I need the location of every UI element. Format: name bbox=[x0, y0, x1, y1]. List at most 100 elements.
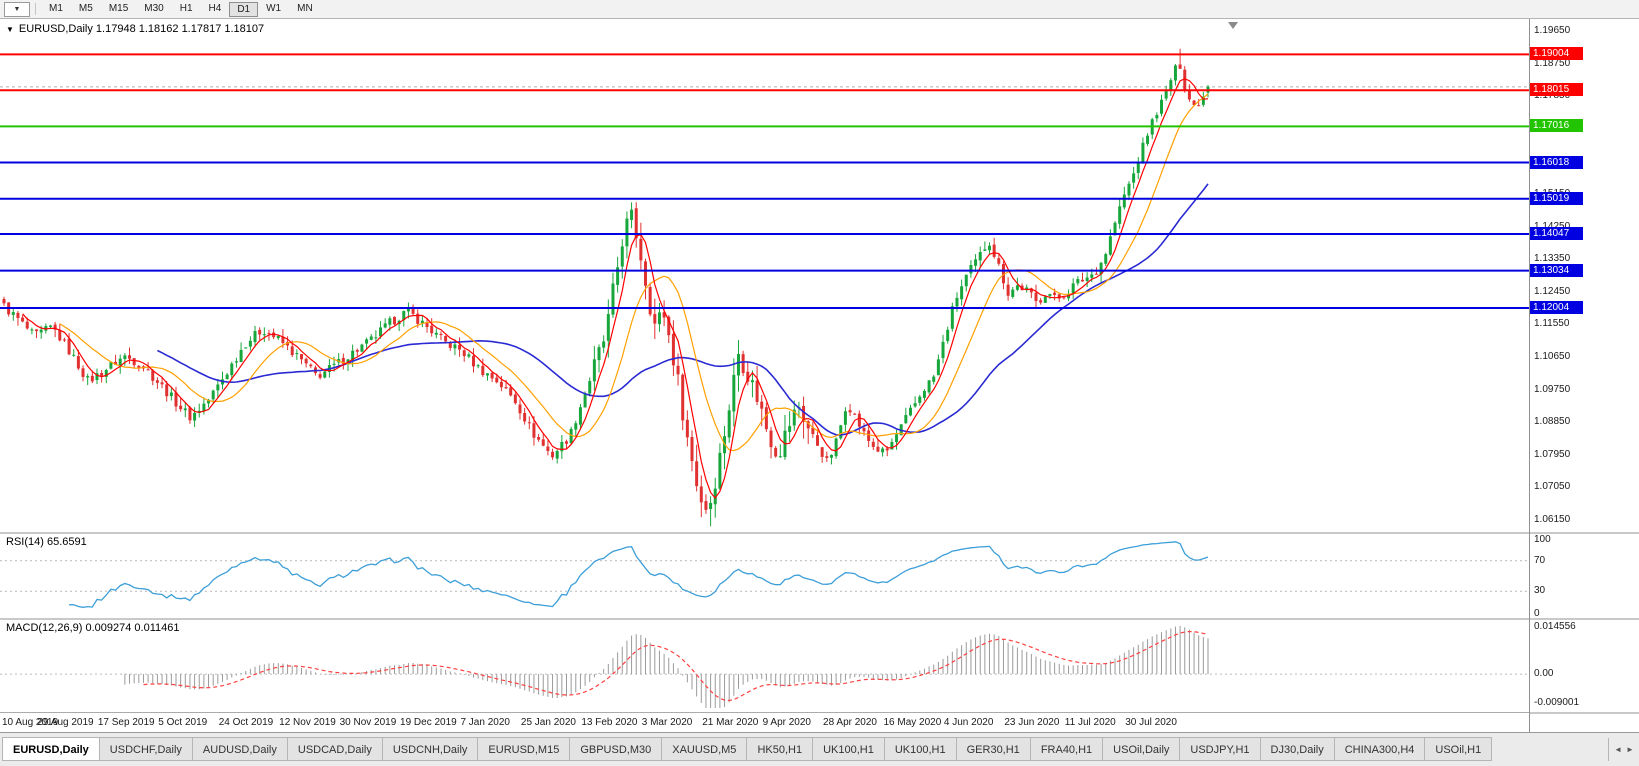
chart-tab-USDCNH-Daily[interactable]: USDCNH,Daily bbox=[382, 737, 479, 761]
rsi-panel[interactable]: RSI(14) 65.6591 bbox=[0, 534, 1529, 618]
price-level-tag: 1.15019 bbox=[1530, 191, 1583, 205]
date-label: 30 Nov 2019 bbox=[339, 717, 397, 728]
date-label: 29 Aug 2019 bbox=[37, 717, 94, 728]
toolbar-separator bbox=[35, 3, 36, 15]
date-label: 28 Apr 2020 bbox=[823, 717, 877, 728]
chart-tab-GER30-H1[interactable]: GER30,H1 bbox=[956, 737, 1031, 761]
price-level-tag: 1.18015 bbox=[1530, 83, 1583, 97]
chart-list-dropdown[interactable]: ▼ bbox=[4, 1, 30, 17]
timeframe-toolbar: ▼ M1 M5 M15 M30 H1 H4 D1 W1 MN bbox=[0, 0, 1639, 19]
axis-separator bbox=[1530, 532, 1639, 534]
axis-label: 0 bbox=[1534, 608, 1540, 619]
axis-label: 1.19650 bbox=[1534, 24, 1571, 36]
date-label: 11 Jul 2020 bbox=[1064, 717, 1116, 728]
date-label: 7 Jan 2020 bbox=[460, 717, 510, 728]
axis-separator bbox=[1530, 618, 1639, 620]
macd-panel[interactable]: MACD(12,26,9) 0.009274 0.011461 bbox=[0, 620, 1529, 712]
date-label: 25 Jan 2020 bbox=[520, 717, 576, 728]
timeframe-button-H4[interactable]: H4 bbox=[208, 3, 222, 14]
chart-tab-FRA40-H1[interactable]: FRA40,H1 bbox=[1030, 737, 1104, 761]
axis-label: 1.14250 bbox=[1534, 221, 1570, 232]
timeframe-button-M15[interactable]: M15 bbox=[108, 3, 129, 14]
date-label: 21 Mar 2020 bbox=[702, 717, 759, 728]
pane-splitter[interactable] bbox=[0, 618, 1529, 620]
axis-label: 1.18750 bbox=[1534, 57, 1571, 69]
chart-tab-USDJPY-H1[interactable]: USDJPY,H1 bbox=[1180, 737, 1261, 761]
chart-tab-UK100-H1[interactable]: UK100,H1 bbox=[813, 737, 885, 761]
price-level-tag: 1.14047 bbox=[1530, 226, 1583, 240]
chart-tab-AUDUSD-Daily[interactable]: AUDUSD,Daily bbox=[192, 737, 288, 761]
date-label: 24 Oct 2019 bbox=[218, 717, 274, 728]
chart-tab-USOil-H1[interactable]: USOil,H1 bbox=[1425, 737, 1493, 761]
chart-tab-USOil-Daily[interactable]: USOil,Daily bbox=[1103, 737, 1181, 761]
axis-label: 0.00 bbox=[1534, 668, 1554, 680]
tab-scroll-right-icon[interactable]: ► bbox=[1626, 745, 1634, 754]
macd-header: MACD(12,26,9) 0.009274 0.011461 bbox=[6, 622, 180, 634]
chart-workspace: ▼ EURUSD,Daily 1.17948 1.18162 1.17817 1… bbox=[0, 19, 1639, 733]
axis-label: 1.12450 bbox=[1534, 285, 1571, 297]
price-level-tag: 1.17016 bbox=[1530, 119, 1583, 133]
axis-label: 1.09750 bbox=[1534, 383, 1571, 395]
tab-scroll-controls: ◄ ► bbox=[1608, 738, 1639, 761]
chart-tab-USDCHF-Daily[interactable]: USDCHF,Daily bbox=[99, 737, 193, 761]
chart-tab-USDCAD-Daily[interactable]: USDCAD,Daily bbox=[287, 737, 383, 761]
tab-scroll-left-icon[interactable]: ◄ bbox=[1614, 745, 1622, 754]
chart-tab-EURUSD-Daily[interactable]: EURUSD,Daily bbox=[2, 737, 100, 761]
axis-label: 70 bbox=[1534, 554, 1546, 566]
axis-label: -0.009001 bbox=[1534, 697, 1580, 709]
chart-tab-DJ30-Daily[interactable]: DJ30,Daily bbox=[1260, 737, 1335, 761]
timeframe-button-M5[interactable]: M5 bbox=[78, 3, 93, 14]
price-level-tag: 1.12004 bbox=[1530, 300, 1583, 314]
chevron-down-icon: ▼ bbox=[13, 5, 21, 13]
axis-label: 1.06150 bbox=[1534, 514, 1571, 526]
axis-label: 1.10650 bbox=[1534, 351, 1571, 362]
axis-label: 100 bbox=[1534, 534, 1551, 545]
date-label: 9 Apr 2020 bbox=[762, 717, 811, 728]
chart-tabbar: EURUSD,Daily USDCHF,Daily AUDUSD,Daily USDC… bbox=[0, 732, 1639, 766]
chart-tab-GBPUSD-M30[interactable]: GBPUSD,M30 bbox=[570, 737, 663, 761]
timeframe-button-H1[interactable]: H1 bbox=[179, 3, 193, 14]
chart-tab-EURUSD-M15[interactable]: EURUSD,M15 bbox=[478, 737, 571, 761]
pane-splitter[interactable] bbox=[0, 532, 1529, 534]
price-axis[interactable]: 1.196501.187501.178501.169501.160501.151… bbox=[1530, 19, 1639, 732]
date-label: 30 Jul 2020 bbox=[1125, 717, 1177, 728]
date-label: 4 Jun 2020 bbox=[943, 717, 994, 728]
date-label: 13 Feb 2020 bbox=[581, 717, 638, 728]
axis-label: 1.07950 bbox=[1534, 448, 1571, 460]
timeframe-button-M1[interactable]: M1 bbox=[49, 3, 63, 14]
axis-label: 1.13350 bbox=[1534, 253, 1571, 265]
date-label: 10 Aug 2019 bbox=[2, 717, 59, 728]
date-label: 12 Nov 2019 bbox=[279, 717, 336, 728]
axis-label: 1.07050 bbox=[1534, 481, 1571, 493]
date-label: 16 May 2020 bbox=[883, 717, 942, 728]
axis-label: 1.08850 bbox=[1534, 416, 1571, 428]
timeframe-button-D1[interactable]: D1 bbox=[229, 1, 259, 17]
date-label: 5 Oct 2019 bbox=[158, 717, 208, 728]
chart-tab-XAUUSD-M5[interactable]: XAUUSD,M5 bbox=[662, 737, 748, 761]
time-axis[interactable]: 10 Aug 2019 29 Aug 2019 17 Sep 2019 5 Oct 2… bbox=[0, 712, 1529, 733]
chart-tab-HK50-H1[interactable]: HK50,H1 bbox=[747, 737, 814, 761]
timeframe-buttons: M1 M5 M15 M30 H1 H4 D1 W1 MN bbox=[41, 0, 321, 18]
timeframe-button-MN[interactable]: MN bbox=[297, 3, 313, 14]
price-level-tag: 1.19004 bbox=[1530, 47, 1583, 61]
price-level-tag: 1.13034 bbox=[1530, 263, 1583, 277]
chart-tab-CHINA300-H4[interactable]: CHINA300,H4 bbox=[1334, 737, 1426, 761]
axis-label: 1.11550 bbox=[1534, 318, 1570, 330]
axis-label: 0.014556 bbox=[1534, 621, 1576, 633]
date-label: 19 Dec 2019 bbox=[400, 717, 457, 728]
price-level-tag: 1.16018 bbox=[1530, 155, 1583, 169]
chart-ohlc-text: EURUSD,Daily 1.17948 1.18162 1.17817 1.1… bbox=[18, 23, 265, 35]
timeframe-button-M30[interactable]: M30 bbox=[144, 3, 164, 14]
chart-dropdown-icon[interactable]: ▼ bbox=[6, 24, 14, 34]
chart-tabs: EURUSD,Daily USDCHF,Daily AUDUSD,Daily USDC… bbox=[2, 737, 1639, 761]
chart-tab-UK100-H1[interactable]: UK100,H1 bbox=[884, 737, 957, 761]
chart-ohlc-header: ▼ EURUSD,Daily 1.17948 1.18162 1.17817 1… bbox=[6, 23, 264, 35]
chart-plot-area[interactable]: ▼ EURUSD,Daily 1.17948 1.18162 1.17817 1… bbox=[0, 19, 1530, 733]
axis-label: 30 bbox=[1534, 585, 1546, 597]
timeframe-button-W1[interactable]: W1 bbox=[266, 3, 282, 14]
rsi-header: RSI(14) 65.6591 bbox=[6, 536, 87, 548]
price-chart[interactable]: ▼ EURUSD,Daily 1.17948 1.18162 1.17817 1… bbox=[0, 19, 1529, 532]
date-label: 23 Jun 2020 bbox=[1004, 717, 1060, 728]
axis-separator bbox=[1530, 712, 1639, 714]
